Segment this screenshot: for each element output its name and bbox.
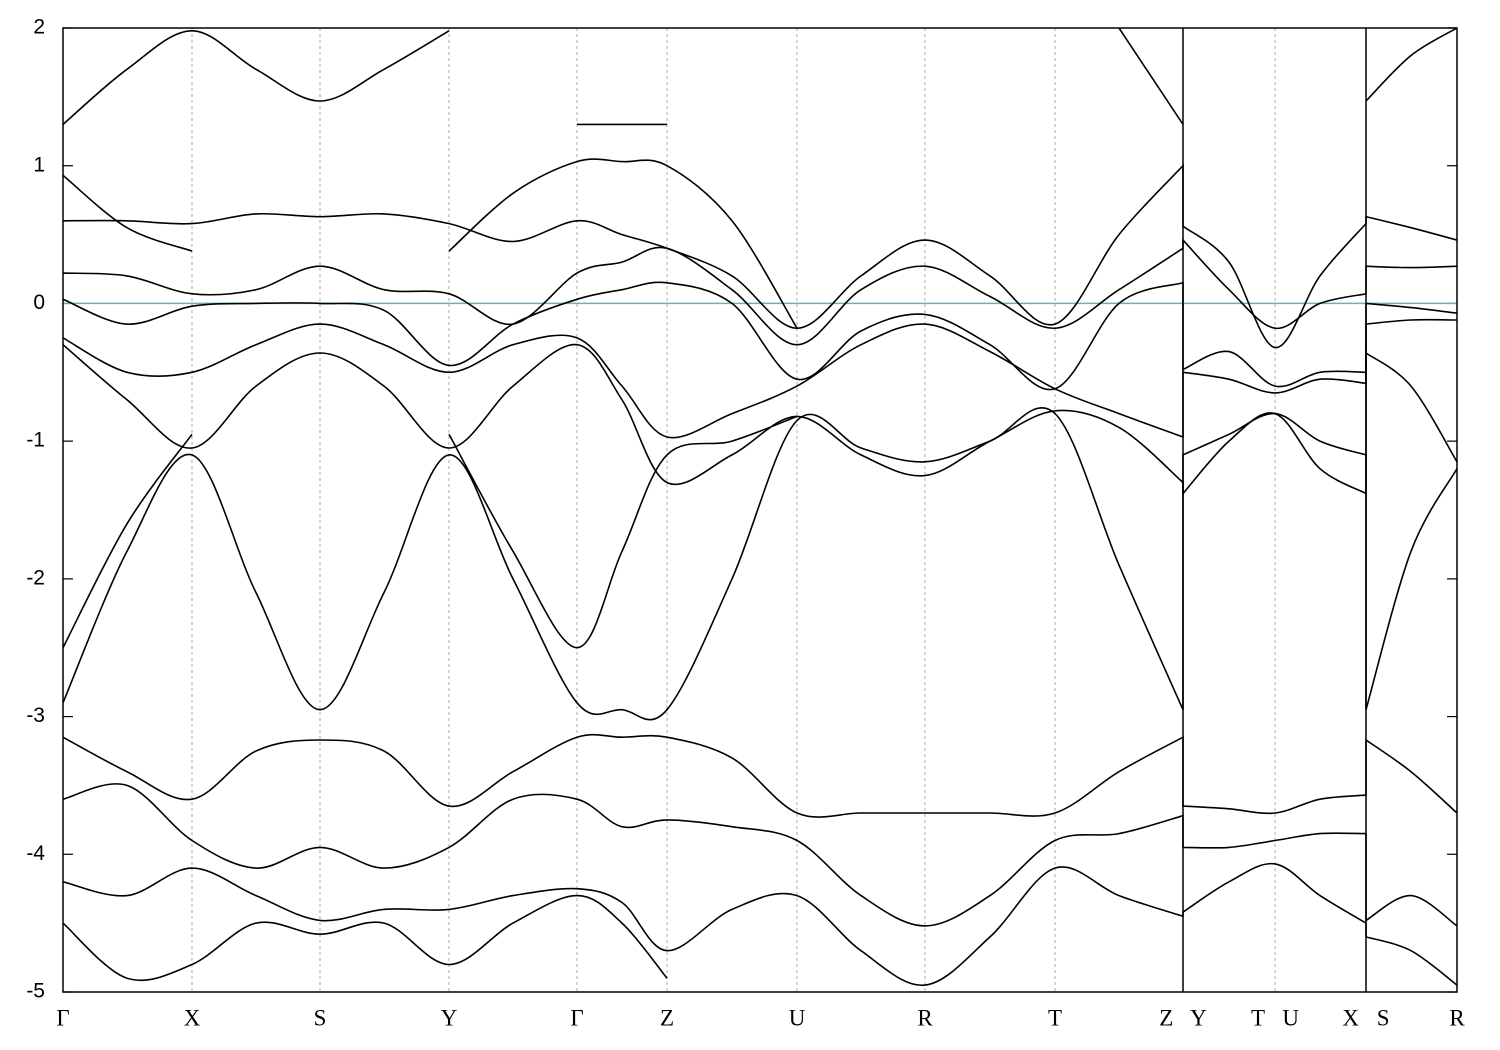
y-tick-label: 1 [33, 153, 45, 176]
x-tick-label: U [789, 1005, 806, 1030]
x-tick-label: Z [660, 1005, 674, 1030]
band-line [63, 733, 1457, 818]
band-line [63, 238, 1457, 346]
x-tick-label: Y [441, 1005, 458, 1030]
band-line [63, 281, 1457, 391]
x-tick-label: T [1048, 1005, 1062, 1030]
x-tick-label: Z Y [1159, 1005, 1207, 1030]
band-line [63, 783, 1457, 927]
band-line [63, 343, 1457, 496]
band-line [63, 894, 668, 982]
bands [63, 28, 1457, 986]
band-line [63, 415, 798, 649]
x-tick-label: R [1449, 1005, 1465, 1030]
y-tick-label: -5 [26, 980, 45, 1003]
band-line [63, 862, 1457, 986]
labels: -5 -4 -3 -2 -1 0 1 2 Γ X S Y Γ Z U R T Z Y T U X S R [26, 16, 1465, 1031]
x-tick-label: T U [1251, 1005, 1299, 1030]
y-tick-label: -3 [26, 704, 45, 727]
band-line [63, 318, 1457, 439]
plot-frame [62, 27, 1458, 993]
y-tick-label: 2 [33, 16, 45, 39]
y-tick-label: -1 [26, 429, 45, 452]
band-line [63, 158, 798, 329]
x-tick-label: Γ [570, 1005, 583, 1030]
y-tick-label: 0 [33, 291, 45, 314]
x-tick-label: X S [1342, 1005, 1389, 1030]
x-tick-label: S [314, 1005, 327, 1030]
x-tick-label: X [184, 1005, 201, 1030]
x-tick-label: Γ [56, 1005, 69, 1030]
y-tick-label: -2 [26, 566, 45, 589]
band-line [63, 163, 1457, 349]
y-tick-label: -4 [26, 842, 45, 865]
band-line [63, 28, 1457, 126]
x-tick-label: R [917, 1005, 933, 1030]
